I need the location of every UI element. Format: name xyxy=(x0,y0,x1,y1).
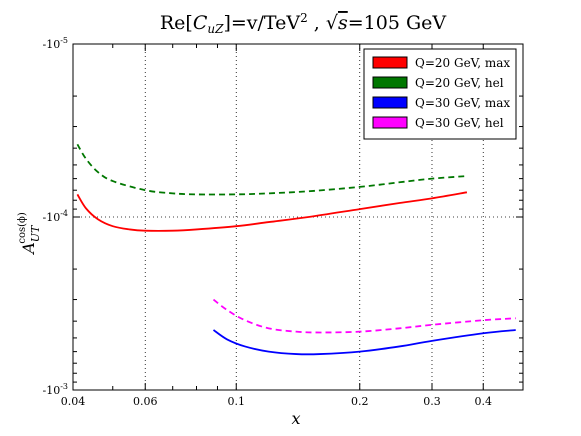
legend-label-1: Q=20 GeV, max xyxy=(415,56,510,70)
legend: Q=20 GeV, max Q=20 GeV, hel Q=30 GeV, max Q… xyxy=(363,48,517,140)
x-tick-label: 0.06 xyxy=(133,395,158,408)
y-axis-label-sub: UT xyxy=(29,224,42,242)
y-tick-label: -10-3 xyxy=(42,382,68,397)
y-axis-label-main: A xyxy=(19,242,38,256)
legend-label-2: Q=20 GeV, hel xyxy=(415,76,504,90)
x-tick-label: 0.3 xyxy=(423,395,441,408)
y-tick-label: -10-4 xyxy=(42,209,68,224)
x-axis-label: x xyxy=(291,409,300,428)
svg-text:AUTcos(ϕ): AUTcos(ϕ) xyxy=(17,212,42,256)
y-axis-label-sup: cos(ϕ) xyxy=(17,212,28,243)
legend-swatch-2 xyxy=(372,76,408,89)
series-line-3 xyxy=(212,329,516,356)
legend-label-4: Q=30 GeV, hel xyxy=(415,116,504,130)
legend-swatch-3 xyxy=(372,96,408,109)
legend-label-3: Q=30 GeV, max xyxy=(415,96,510,110)
legend-swatch-4 xyxy=(372,116,408,129)
y-axis-label: AUTcos(ϕ) xyxy=(17,212,42,256)
x-tick-label: 0.1 xyxy=(228,395,246,408)
series-line-1 xyxy=(76,191,468,232)
chart-title: Re[CuZ]=v/TeV2 , √s=105 GeV xyxy=(160,11,447,36)
x-tick-label: 0.04 xyxy=(61,395,86,408)
grid-lines xyxy=(73,44,523,390)
y-tick-label: -10-5 xyxy=(42,36,68,51)
x-tick-label: 0.4 xyxy=(474,395,492,408)
axis-ticks xyxy=(72,43,524,391)
series-lines xyxy=(76,143,516,356)
x-tick-label: 0.2 xyxy=(351,395,369,408)
series-line-4 xyxy=(212,298,516,334)
legend-swatch-1 xyxy=(372,56,408,69)
